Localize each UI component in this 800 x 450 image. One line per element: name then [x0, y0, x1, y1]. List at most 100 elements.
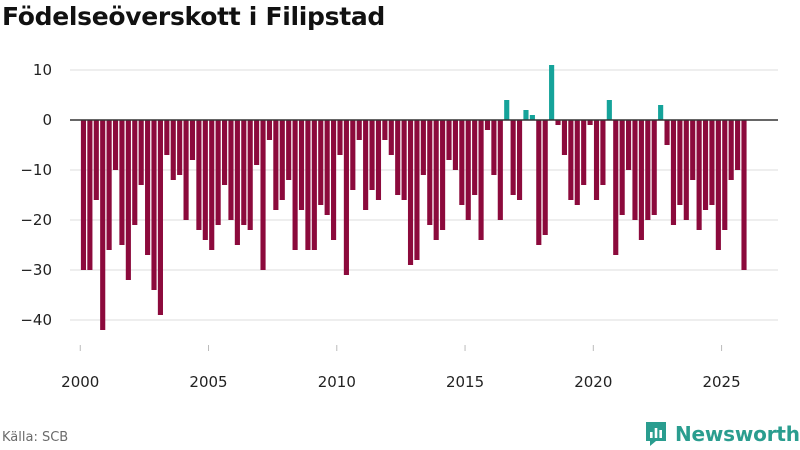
y-tick-label: −40: [20, 311, 52, 329]
bar-negative: [709, 120, 715, 205]
x-tick-label: 2025: [702, 373, 740, 391]
bar-negative: [298, 120, 305, 210]
brand-logo[interactable]: Newsworthy: [644, 419, 800, 449]
bar-negative: [478, 120, 484, 240]
bar-negative: [196, 120, 202, 230]
bar-negative: [542, 120, 548, 235]
bar-negative: [574, 120, 580, 205]
bar-negative: [632, 120, 638, 220]
bar-negative: [465, 120, 471, 220]
y-tick-label: −10: [20, 161, 52, 179]
bar-negative: [587, 120, 593, 125]
bar-negative: [215, 120, 221, 225]
bar-negative: [369, 120, 375, 190]
bar-positive: [606, 100, 612, 120]
bar-negative: [100, 120, 106, 330]
bar-negative: [645, 120, 651, 220]
bar-negative: [433, 120, 439, 240]
bar-negative: [183, 120, 189, 220]
brand-name: Newsworthy: [675, 422, 800, 446]
bar-negative: [234, 120, 240, 245]
bar-negative: [741, 120, 747, 270]
bar-negative: [613, 120, 619, 255]
x-tick-label: 2010: [318, 373, 356, 391]
bar-negative: [343, 120, 349, 275]
bar-negative: [702, 120, 709, 210]
bar-negative: [324, 120, 330, 215]
bar-negative: [638, 120, 644, 240]
bar-negative: [151, 120, 157, 290]
y-tick-label: 10: [33, 61, 52, 79]
bar-negative: [286, 120, 292, 180]
bar-positive: [529, 115, 535, 120]
bar-negative: [363, 120, 369, 210]
bar-negative: [472, 120, 478, 195]
bar-negative: [728, 120, 734, 180]
bar-negative: [132, 120, 138, 225]
bar-negative: [254, 120, 260, 165]
bar-negative: [626, 120, 632, 170]
axes: 10 0 −10 −20 −30 −40 2000 2005 2010 2015 2020 2025: [20, 61, 740, 391]
bar-negative: [221, 120, 228, 185]
bar-negative: [305, 120, 311, 250]
bar-negative: [407, 120, 414, 265]
bar-negative: [568, 120, 574, 200]
bar-negative: [427, 120, 433, 225]
bar-negative: [715, 120, 721, 250]
bar-negative: [459, 120, 465, 205]
bar-negative: [356, 120, 362, 140]
bar-negative: [119, 120, 125, 245]
bar-negative: [260, 120, 266, 270]
bar-negative: [555, 120, 561, 125]
bar-negative: [202, 120, 208, 240]
bar-negative: [735, 120, 741, 170]
bar-negative: [311, 120, 317, 250]
bar-negative: [189, 120, 196, 160]
bar-negative: [145, 120, 151, 255]
bar-negative: [228, 120, 234, 220]
bar-negative: [440, 120, 446, 230]
bar-negative: [670, 120, 677, 225]
bar-negative: [292, 120, 298, 250]
bar-negative: [93, 120, 99, 200]
bar-negative: [516, 120, 523, 200]
bar-negative: [350, 120, 356, 190]
bar-negative: [177, 120, 183, 175]
bar-negative: [382, 120, 388, 140]
bar-negative: [414, 120, 420, 260]
bar-negative: [651, 120, 657, 215]
bar-positive: [523, 110, 529, 120]
bar-negative: [401, 120, 407, 200]
bar-negative: [395, 120, 401, 195]
bar-negative: [600, 120, 606, 185]
bar-negative: [536, 120, 542, 245]
bar-negative: [247, 120, 253, 230]
bar-negative: [683, 120, 689, 220]
bar-negative: [484, 120, 491, 130]
bar-negative: [452, 120, 458, 170]
bar-negative: [664, 120, 670, 145]
bar-negative: [331, 120, 337, 240]
y-tick-label: −20: [20, 211, 52, 229]
bar-negative: [157, 120, 163, 315]
bar-negative: [446, 120, 452, 160]
bars: [80, 65, 747, 330]
bar-negative: [80, 120, 87, 270]
bar-negative: [722, 120, 728, 230]
bar-negative: [279, 120, 285, 200]
bar-positive: [549, 65, 555, 120]
bar-negative: [510, 120, 516, 195]
y-tick-label: 0: [42, 111, 52, 129]
bar-negative: [241, 120, 247, 225]
x-tick-label: 2005: [189, 373, 227, 391]
y-tick-label: −30: [20, 261, 52, 279]
bar-negative: [420, 120, 426, 175]
bar-negative: [318, 120, 324, 205]
bar-negative: [266, 120, 273, 140]
bar-negative: [209, 120, 215, 250]
bar-negative: [561, 120, 568, 155]
bar-negative: [581, 120, 587, 185]
bar-negative: [677, 120, 683, 205]
bar-negative: [337, 120, 343, 155]
